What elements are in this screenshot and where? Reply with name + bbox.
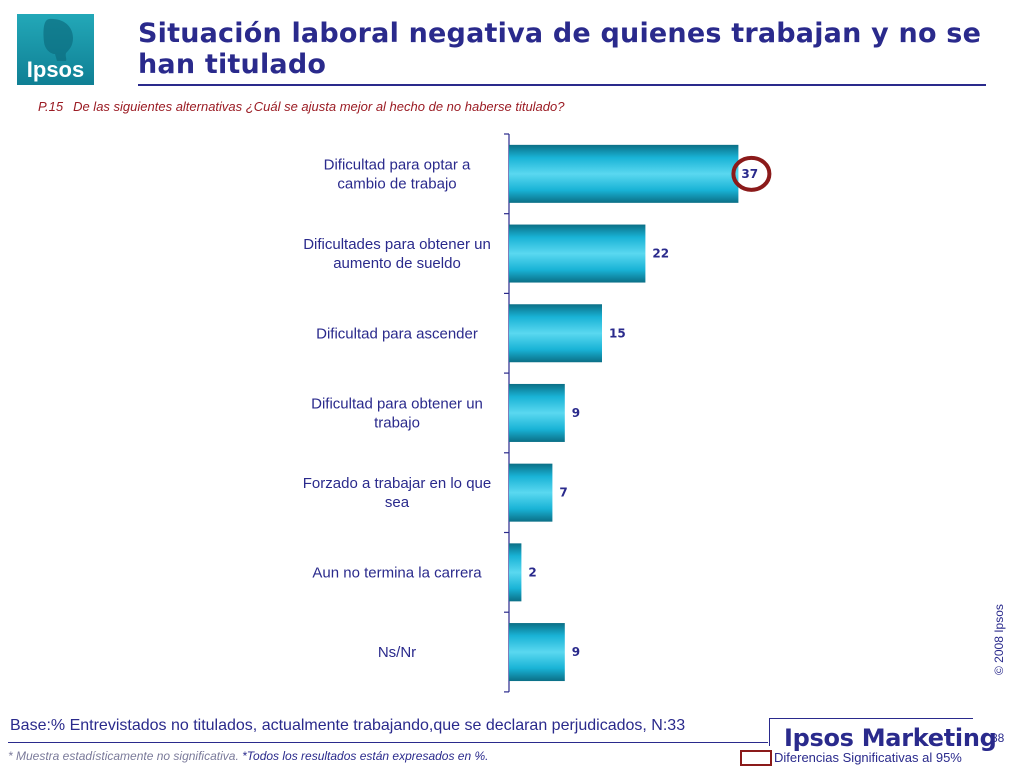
category-label-line: sea bbox=[385, 494, 410, 511]
logo-text: Ipsos bbox=[27, 57, 84, 82]
category-label: Forzado a trabajar en lo que sea bbox=[303, 475, 491, 511]
category-label-line: Dificultades para obtener un bbox=[303, 236, 491, 253]
copyright-text: © 2008 Ipsos bbox=[992, 604, 1006, 675]
category-label-line: aumento de sueldo bbox=[333, 255, 461, 272]
category-label: Aun no termina la carrera bbox=[312, 564, 482, 581]
category-label-line: Ns/Nr bbox=[378, 644, 416, 661]
page-title-line-2: han titulado bbox=[138, 49, 327, 80]
category-label: Dificultad para ascender bbox=[316, 325, 478, 342]
category-label: Ns/Nr bbox=[378, 644, 416, 661]
category-label: Dificultad para obtener un trabajo bbox=[311, 395, 483, 431]
title-divider bbox=[138, 84, 986, 86]
legend-swatch bbox=[740, 750, 772, 766]
bar-value-label: 7 bbox=[559, 486, 567, 500]
question-number: P.15 bbox=[38, 99, 64, 114]
base-note: Base:% Entrevistados no titulados, actua… bbox=[10, 717, 686, 734]
question-body: De las siguientes alternativas ¿Cuál se … bbox=[73, 99, 565, 114]
footnote: * Muestra estadísticamente no significat… bbox=[8, 749, 489, 763]
page-number: 88 bbox=[991, 731, 1005, 745]
category-label-line: Dificultad para optar a bbox=[324, 156, 471, 173]
category-label: Dificultad para optar a cambio de trabajo bbox=[324, 156, 471, 192]
category-label-line: Dificultad para ascender bbox=[316, 325, 478, 342]
brand-frame-top bbox=[769, 718, 973, 719]
bar-value-label: 37 bbox=[741, 167, 758, 181]
category-label: Dificultades para obtener un aumento de s… bbox=[303, 236, 491, 272]
category-label-line: Forzado a trabajar en lo que bbox=[303, 475, 491, 492]
bar bbox=[509, 463, 553, 522]
legend-label: Diferencias Significativas al 95% bbox=[774, 750, 962, 765]
bar bbox=[509, 543, 522, 602]
bar bbox=[509, 304, 602, 363]
ipsos-logo: Ipsos bbox=[17, 14, 94, 85]
bar bbox=[509, 623, 565, 682]
brand-name: Ipsos Marketing bbox=[784, 724, 997, 752]
page-title-line-1: Situación laboral negativa de quienes tr… bbox=[138, 18, 982, 49]
footnote-percent: *Todos los resultados están expresados e… bbox=[238, 749, 489, 763]
category-label-line: cambio de trabajo bbox=[337, 175, 456, 192]
bar-value-label: 2 bbox=[528, 565, 536, 579]
page-title: Situación laboral negativa de quienes tr… bbox=[138, 18, 998, 80]
category-label-line: Dificultad para obtener un bbox=[311, 395, 483, 412]
bar-value-label: 22 bbox=[652, 247, 669, 261]
significance-circle bbox=[731, 155, 772, 192]
brand-frame-left bbox=[769, 718, 770, 746]
bar-value-label: 9 bbox=[572, 645, 580, 659]
bar bbox=[509, 144, 739, 203]
footnote-sample: * Muestra estadísticamente no significat… bbox=[8, 749, 239, 763]
base-divider bbox=[8, 742, 768, 743]
category-label-line: Aun no termina la carrera bbox=[312, 564, 482, 581]
bar-value-label: 15 bbox=[609, 326, 626, 340]
category-label-line: trabajo bbox=[374, 414, 420, 431]
bar-value-label: 9 bbox=[572, 406, 580, 420]
question-text: P.15 De las siguientes alternativas ¿Cuál… bbox=[38, 99, 564, 114]
bar bbox=[509, 383, 565, 442]
bar bbox=[509, 224, 646, 283]
